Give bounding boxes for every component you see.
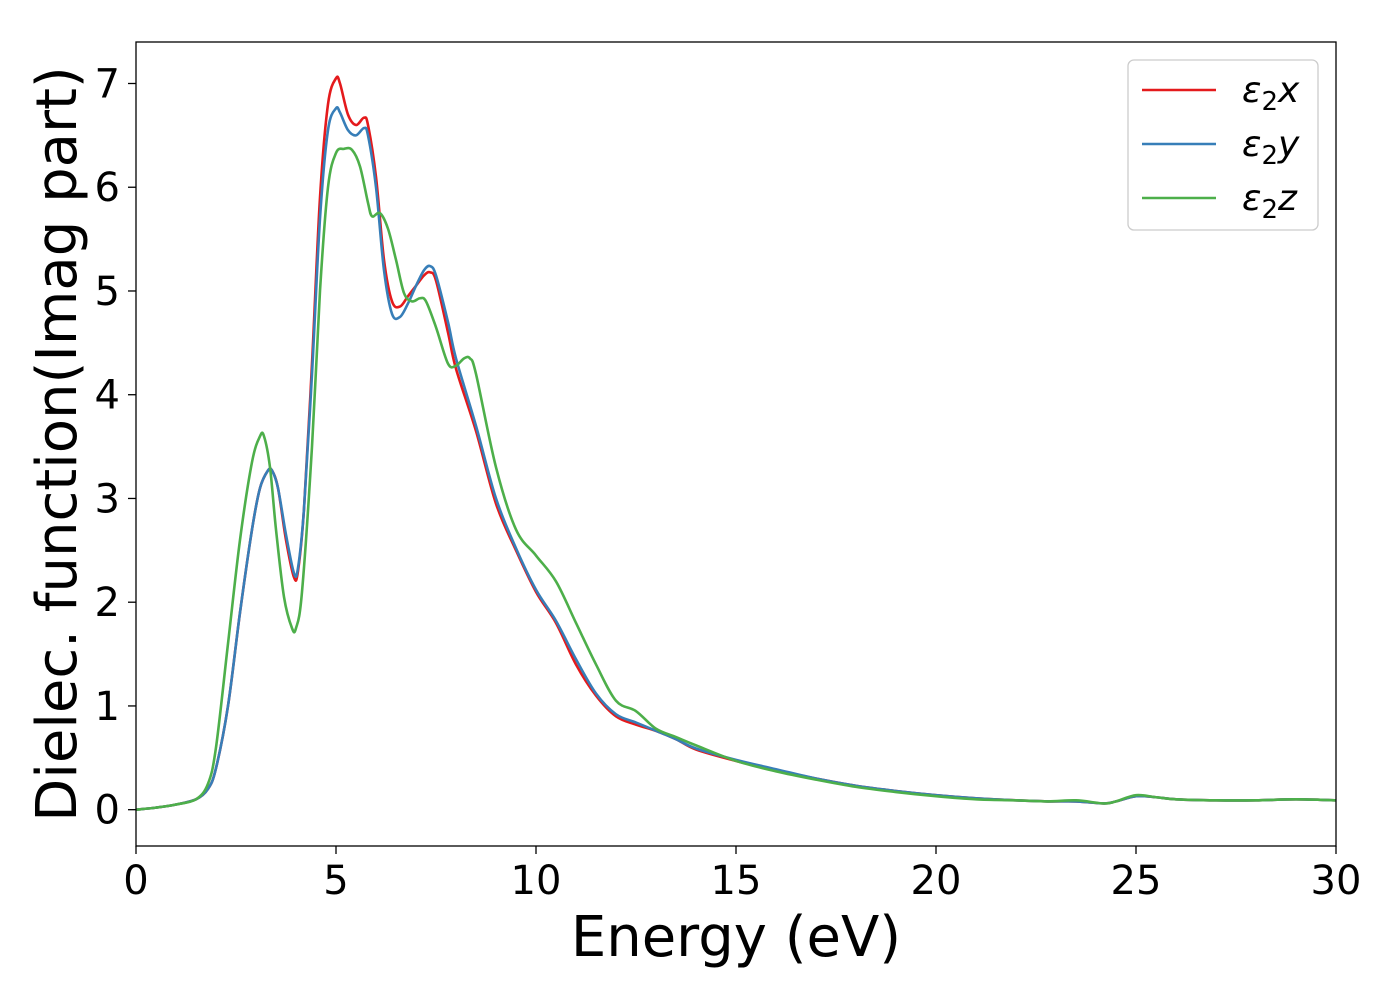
x-tick-label: 15 — [711, 858, 762, 904]
legend-entry-x: ε2x — [1142, 70, 1300, 117]
legend-label: ε2x — [1242, 70, 1300, 117]
legend-label: ε2z — [1242, 178, 1298, 225]
x-tick-label: 25 — [1111, 858, 1162, 904]
legend-entry-y: ε2y — [1142, 124, 1300, 171]
series-line-z — [136, 146, 1336, 811]
x-axis-label: Energy (eV) — [571, 905, 901, 970]
y-tick-label: 7 — [95, 61, 120, 107]
y-tick-label: 4 — [95, 373, 120, 419]
legend-entry-z: ε2z — [1142, 178, 1298, 225]
x-tick-label: 10 — [511, 858, 562, 904]
legend-label: ε2y — [1242, 124, 1300, 171]
x-axis-ticks: 0 5 10 15 20 25 30 — [123, 846, 1361, 904]
x-tick-label: 0 — [123, 858, 148, 904]
y-tick-label: 1 — [95, 684, 120, 730]
y-axis-label: Dielec. function(Imag part) — [25, 66, 90, 822]
x-tick-label: 5 — [323, 858, 348, 904]
y-tick-label: 5 — [95, 269, 120, 315]
y-axis-ticks: 0 1 2 3 4 5 6 7 — [95, 61, 136, 834]
y-tick-label: 6 — [95, 165, 120, 211]
legend-entries: ε2x ε2y ε2z — [1142, 70, 1300, 225]
legend: ε2x ε2y ε2z — [1127, 59, 1319, 231]
x-tick-label: 30 — [1311, 858, 1362, 904]
series-layer — [136, 75, 1336, 811]
legend-frame — [1127, 59, 1319, 231]
x-tick-label: 20 — [911, 858, 962, 904]
y-tick-label: 2 — [95, 580, 120, 626]
y-tick-label: 0 — [95, 788, 120, 834]
y-tick-label: 3 — [95, 476, 120, 522]
